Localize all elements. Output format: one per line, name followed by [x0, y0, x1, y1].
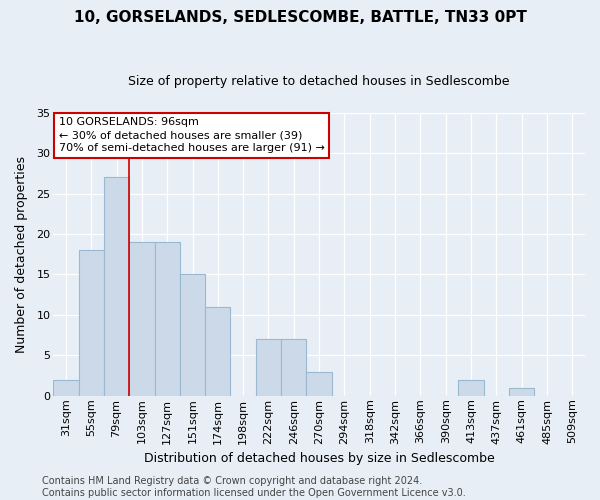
Bar [281, 339, 307, 396]
Title: Size of property relative to detached houses in Sedlescombe: Size of property relative to detached ho… [128, 75, 510, 88]
Bar [53, 380, 79, 396]
Text: Contains HM Land Registry data © Crown copyright and database right 2024.
Contai: Contains HM Land Registry data © Crown c… [42, 476, 466, 498]
Bar [205, 307, 230, 396]
Y-axis label: Number of detached properties: Number of detached properties [15, 156, 28, 353]
Bar [509, 388, 535, 396]
Bar [129, 242, 155, 396]
Bar [155, 242, 180, 396]
Bar [458, 380, 484, 396]
Text: 10, GORSELANDS, SEDLESCOMBE, BATTLE, TN33 0PT: 10, GORSELANDS, SEDLESCOMBE, BATTLE, TN3… [74, 10, 526, 25]
Bar [180, 274, 205, 396]
Bar [104, 178, 129, 396]
X-axis label: Distribution of detached houses by size in Sedlescombe: Distribution of detached houses by size … [144, 452, 494, 465]
Bar [79, 250, 104, 396]
Text: 10 GORSELANDS: 96sqm
← 30% of detached houses are smaller (39)
70% of semi-detac: 10 GORSELANDS: 96sqm ← 30% of detached h… [59, 117, 325, 154]
Bar [307, 372, 332, 396]
Bar [256, 339, 281, 396]
